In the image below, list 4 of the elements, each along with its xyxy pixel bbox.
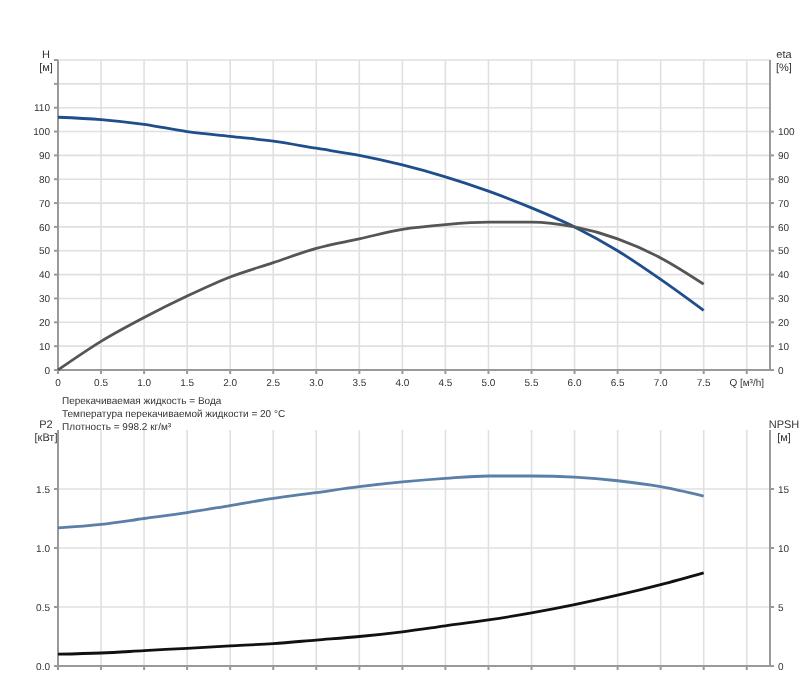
line-series <box>56 115 706 312</box>
line-series <box>56 474 706 530</box>
line-series <box>56 220 706 372</box>
line-series <box>56 571 706 656</box>
